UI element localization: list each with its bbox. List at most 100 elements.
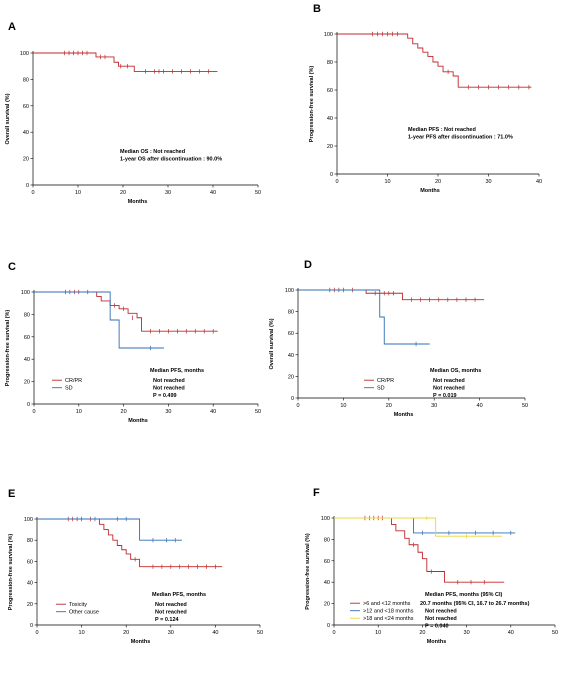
y-tick-label: 0 — [27, 402, 30, 408]
y-tick-label: 0 — [330, 172, 333, 178]
panel-letter: F — [313, 487, 320, 499]
x-tick-label: 10 — [76, 409, 82, 415]
panel-e: E 0 10 20 30 40 50 0 20 40 60 80 100 Months Progressio… — [8, 488, 263, 645]
annotation: Median OS : Not reached — [120, 149, 185, 155]
annotation: 1-year PFS after discontinuation : 71.0% — [408, 135, 513, 141]
x-tick-label: 10 — [340, 403, 346, 409]
x-tick-label: 30 — [165, 190, 171, 196]
legend-label: SD — [65, 386, 73, 392]
x-tick-label: 20 — [419, 630, 425, 636]
km-curve — [337, 33, 532, 88]
y-axis-title: Progression-free survival (%) — [309, 66, 315, 143]
y-tick-label: 60 — [23, 104, 29, 110]
y-tick-label: 60 — [288, 331, 294, 337]
panel-b: B 0 10 20 30 40 0 20 40 60 80 100 Months Progression-… — [309, 3, 542, 194]
km-curve — [33, 52, 218, 72]
y-axis-title: Progression-free survival (%) — [305, 533, 311, 610]
annotation: Not reached — [153, 378, 185, 384]
y-tick-label: 20 — [324, 602, 330, 608]
x-tick-label: 20 — [435, 179, 441, 185]
x-tick-label: 30 — [431, 403, 437, 409]
km-curve — [334, 517, 502, 537]
y-tick-label: 0 — [291, 396, 294, 402]
x-tick-label: 10 — [79, 630, 85, 636]
km-curve — [298, 289, 485, 301]
y-tick-label: 100 — [285, 288, 294, 294]
y-tick-label: 20 — [24, 380, 30, 386]
annotation: Not reached — [155, 610, 187, 616]
annotation: Not reached — [425, 609, 457, 615]
y-tick-label: 20 — [288, 374, 294, 380]
legend-label: Toxicity — [69, 602, 87, 608]
y-tick-label: 20 — [27, 602, 33, 608]
panel-letter: C — [8, 261, 16, 273]
x-tick-label: 30 — [165, 409, 171, 415]
x-tick-label: 40 — [477, 403, 483, 409]
y-tick-label: 80 — [288, 310, 294, 316]
x-tick-label: 50 — [257, 630, 263, 636]
x-tick-label: 30 — [485, 179, 491, 185]
km-curve — [37, 518, 223, 568]
annotation-header: Median PFS, months — [152, 592, 206, 598]
x-tick-label: 10 — [375, 630, 381, 636]
x-tick-label: 30 — [168, 630, 174, 636]
y-tick-label: 0 — [327, 623, 330, 629]
panel-letter: A — [8, 21, 16, 33]
legend-label: >12 and <18 months — [363, 609, 414, 615]
panel-f: F 0 10 20 30 40 50 0 20 40 60 80 100 Months Progressio… — [305, 487, 558, 645]
legend-label: SD — [377, 386, 385, 392]
annotation-header: Median OS, months — [430, 368, 481, 374]
panel-d: D 0 10 20 30 40 50 0 20 40 60 80 100 Months Overall su… — [269, 259, 528, 418]
x-axis-title: Months — [420, 188, 440, 194]
x-tick-label: 40 — [508, 630, 514, 636]
y-tick-label: 0 — [30, 623, 33, 629]
x-tick-label: 0 — [332, 630, 335, 636]
panel-a: A 0 10 20 30 40 50 0 20 40 60 80 100 Months Overall su… — [5, 21, 261, 205]
y-tick-label: 0 — [26, 183, 29, 189]
annotation-header: Median PFS, months (95% CI) — [425, 592, 502, 598]
x-tick-label: 0 — [296, 403, 299, 409]
x-axis-title: Months — [131, 639, 151, 645]
y-tick-label: 40 — [324, 580, 330, 586]
y-tick-label: 40 — [327, 116, 333, 122]
annotation: 1-year OS after discontinuation : 90.0% — [120, 157, 222, 163]
x-tick-label: 0 — [31, 190, 34, 196]
y-tick-label: 100 — [21, 290, 30, 296]
annotation: Not reached — [433, 378, 465, 384]
legend-label: CR/PR — [377, 378, 394, 384]
x-tick-label: 50 — [255, 190, 261, 196]
x-axis-title: Months — [394, 412, 414, 418]
y-tick-label: 40 — [27, 581, 33, 587]
panel-c: C 0 10 20 30 40 50 0 20 40 60 80 100 Months Progressio… — [5, 261, 261, 424]
y-tick-label: 20 — [327, 144, 333, 150]
annotation: 20.7 months (95% CI, 16.7 to 26.7 months… — [420, 601, 530, 607]
y-tick-label: 40 — [288, 353, 294, 359]
y-tick-label: 100 — [20, 51, 29, 57]
y-tick-label: 100 — [24, 517, 33, 523]
annotation: Not reached — [155, 602, 187, 608]
km-curve — [334, 517, 505, 583]
y-tick-label: 60 — [24, 335, 30, 341]
y-axis-title: Overall survival (%) — [269, 318, 275, 369]
legend-label: >6 and <12 months — [363, 601, 411, 607]
y-tick-label: 100 — [324, 32, 333, 38]
y-tick-label: 60 — [327, 88, 333, 94]
km-curve — [37, 518, 182, 541]
panel-letter: B — [313, 3, 321, 15]
x-tick-label: 0 — [335, 179, 338, 185]
y-tick-label: 40 — [23, 130, 29, 136]
y-axis-title: Progression-free survival (%) — [8, 534, 14, 611]
x-axis-title: Months — [128, 199, 148, 205]
legend-label: CR/PR — [65, 378, 82, 384]
x-tick-label: 10 — [384, 179, 390, 185]
x-tick-label: 0 — [32, 409, 35, 415]
y-tick-label: 80 — [24, 312, 30, 318]
x-tick-label: 50 — [522, 403, 528, 409]
legend-label: Other cause — [69, 610, 99, 616]
km-curve — [34, 291, 218, 332]
panel-letter: E — [8, 488, 15, 500]
km-curve — [298, 289, 430, 345]
x-tick-label: 40 — [536, 179, 542, 185]
annotation: Median PFS : Not reached — [408, 127, 476, 133]
